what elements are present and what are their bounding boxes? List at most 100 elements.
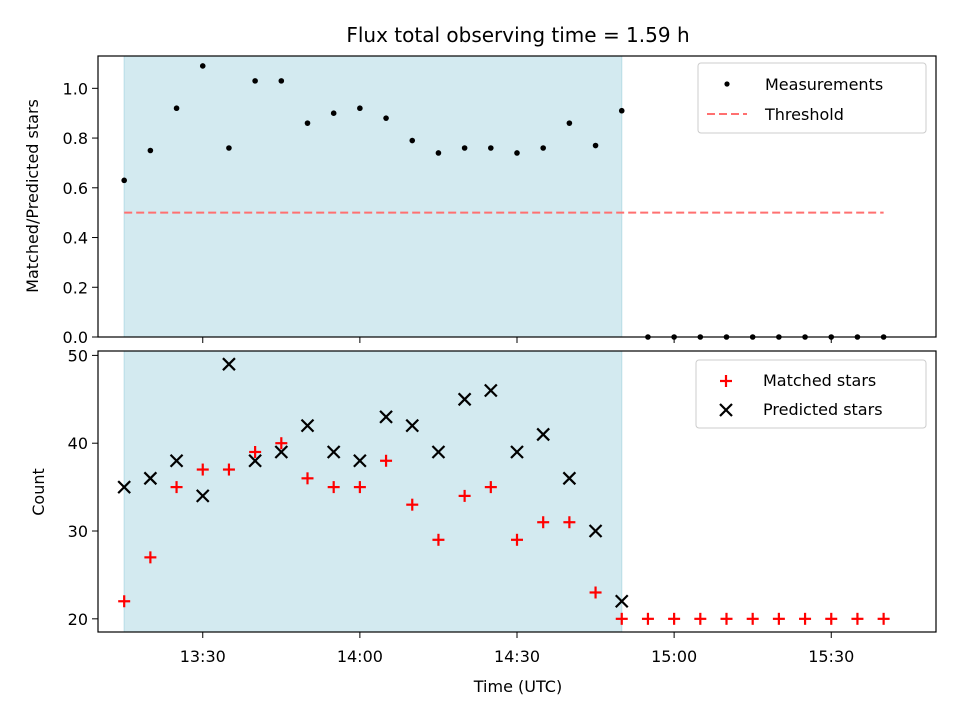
predicted-stars-point <box>484 383 498 398</box>
matched-stars-point <box>720 612 733 625</box>
predicted-stars-point <box>536 427 550 442</box>
top-y-tick-label: 1.0 <box>63 79 88 98</box>
legend-matched-label: Matched stars <box>763 371 876 390</box>
measurement-point <box>488 145 494 151</box>
predicted-stars-point <box>353 453 367 468</box>
matched-stars-point <box>222 463 235 476</box>
legend-matched-marker <box>720 375 732 387</box>
matched-stars-point <box>196 463 209 476</box>
measurement-point <box>592 142 599 149</box>
measurement-point <box>304 120 311 126</box>
matched-stars-point <box>380 454 393 467</box>
predicted-stars-point <box>614 594 629 609</box>
matched-stars-point <box>275 437 288 450</box>
measurement-point <box>566 120 573 126</box>
measurement-point <box>540 145 546 151</box>
matched-stars-point <box>432 533 445 546</box>
measurement-point <box>173 105 180 112</box>
measurement-point <box>226 145 232 151</box>
x-axis-title: Time (UTC) <box>473 677 562 696</box>
predicted-stars-point <box>588 524 603 538</box>
bottom-panel-counts: 20 30 40 50 13:30 14:00 14:30 15:00 15:30 <box>68 346 937 666</box>
x-tick-label: 15:30 <box>808 647 854 666</box>
matched-stars-point <box>537 516 550 529</box>
measurement-point <box>514 150 520 156</box>
measurement-point <box>147 147 154 154</box>
x-tick-label: 14:30 <box>494 647 540 666</box>
predicted-stars-point <box>510 445 524 459</box>
x-tick-label: 15:00 <box>651 647 697 666</box>
matched-stars-point <box>772 612 785 625</box>
matched-stars-point <box>484 481 497 494</box>
measurement-point <box>409 137 416 144</box>
matched-stars-point <box>799 612 812 625</box>
bottom-legend-frame <box>695 359 927 429</box>
matched-stars-point <box>170 481 183 494</box>
matched-stars-point <box>694 612 707 625</box>
top-legend: Measurements Threshold <box>697 62 927 134</box>
matched-stars-point <box>825 612 838 625</box>
top-y-tick-label: 0.6 <box>63 179 88 198</box>
predicted-stars-point <box>143 471 158 486</box>
matched-stars-point <box>877 612 890 625</box>
measurement-point <box>618 107 625 114</box>
x-tick-label: 13:30 <box>180 647 226 666</box>
chart-title: Flux total observing time = 1.59 h <box>346 23 689 47</box>
measurement-point <box>383 115 389 121</box>
measurement-point <box>278 78 285 84</box>
top-observing-window <box>123 55 623 338</box>
predicted-stars-point <box>326 445 341 459</box>
legend-predicted-marker <box>719 403 733 417</box>
measurement-point <box>199 63 206 69</box>
matched-stars-point <box>301 472 314 485</box>
top-panel-ratio: 0.0 0.2 0.4 0.6 0.8 1.0 <box>63 55 937 347</box>
top-y-axis-title: Matched/Predicted stars <box>23 99 42 293</box>
matched-stars-point <box>353 481 366 494</box>
predicted-stars-point <box>117 480 131 494</box>
matched-stars-point <box>511 533 523 546</box>
matched-stars-point <box>641 612 654 625</box>
bottom-y-tick-label: 50 <box>68 346 88 365</box>
bottom-y-axis-title: Count <box>29 468 48 516</box>
predicted-stars-point <box>222 357 236 371</box>
matched-stars-point <box>406 498 419 511</box>
predicted-stars-point <box>431 445 446 459</box>
top-legend-frame <box>697 62 927 134</box>
matched-stars-point <box>249 445 262 458</box>
measurement-point <box>435 150 442 156</box>
predicted-stars-point <box>169 453 184 468</box>
legend-measurements-marker <box>724 81 730 87</box>
legend-measurements-label: Measurements <box>765 75 883 94</box>
measurement-point <box>357 105 363 112</box>
matched-stars-point <box>327 481 340 494</box>
top-y-tick-label: 0.8 <box>63 129 88 148</box>
top-y-tick-label: 0.2 <box>63 278 88 297</box>
matched-stars-point <box>668 612 681 625</box>
legend-threshold-label: Threshold <box>764 105 844 124</box>
matched-stars-point <box>458 489 471 502</box>
bottom-y-tick-label: 30 <box>68 522 88 541</box>
x-tick-label: 14:00 <box>337 647 383 666</box>
matched-stars-point <box>118 595 131 608</box>
matched-stars-point <box>563 516 576 529</box>
matched-stars-point <box>144 551 157 564</box>
matched-stars-point <box>746 612 759 625</box>
predicted-stars-point <box>405 418 420 433</box>
bottom-series-predicted-stars <box>117 357 629 609</box>
predicted-stars-point <box>457 392 472 407</box>
bottom-y-tick-label: 20 <box>68 610 88 629</box>
predicted-stars-point <box>248 453 262 468</box>
legend-predicted-label: Predicted stars <box>763 400 883 419</box>
measurement-point <box>252 78 258 84</box>
measurement-point <box>461 145 468 151</box>
predicted-stars-point <box>562 471 577 486</box>
measurement-point <box>330 110 337 116</box>
measurement-point <box>121 177 127 184</box>
predicted-stars-point <box>379 410 393 424</box>
matched-stars-point <box>589 586 602 599</box>
bottom-y-tick-label: 40 <box>68 434 88 453</box>
predicted-stars-point <box>274 445 289 459</box>
predicted-stars-point <box>300 418 315 433</box>
bottom-legend: Matched stars Predicted stars <box>695 359 927 429</box>
